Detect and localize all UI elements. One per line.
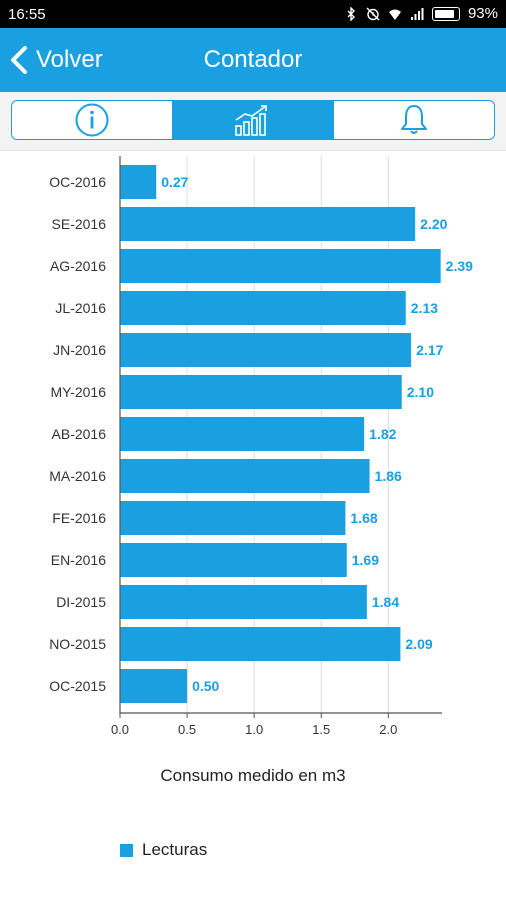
bar <box>120 249 441 283</box>
bar-value-label: 1.68 <box>350 510 377 526</box>
bar <box>120 375 402 409</box>
bar-value-label: 2.20 <box>420 216 447 232</box>
info-icon <box>75 103 109 137</box>
x-tick-label: 2.0 <box>379 722 397 737</box>
chart-icon <box>235 105 267 136</box>
battery-icon <box>431 6 460 21</box>
y-category-label: NO-2015 <box>49 636 106 652</box>
y-category-label: MY-2016 <box>50 384 106 400</box>
segmented-tabs <box>11 100 495 140</box>
tab-bar <box>0 92 506 151</box>
bar <box>120 627 401 661</box>
tab-alerts[interactable] <box>333 101 494 139</box>
bar-value-label: 2.09 <box>405 636 432 652</box>
alarm-off-icon <box>366 7 380 20</box>
bar-value-label: 1.69 <box>352 552 379 568</box>
y-category-label: OC-2016 <box>49 174 106 190</box>
y-category-label: OC-2015 <box>49 678 106 694</box>
x-tick-label: 0.5 <box>178 722 196 737</box>
bar <box>120 585 367 619</box>
legend-label: Lecturas <box>142 840 208 859</box>
bar <box>120 291 406 325</box>
x-axis-title: Consumo medido en m3 <box>160 766 346 785</box>
tab-chart[interactable] <box>172 101 333 139</box>
y-category-label: JL-2016 <box>55 300 106 316</box>
bar-value-label: 2.13 <box>411 300 438 316</box>
bar-value-label: 0.50 <box>192 678 219 694</box>
y-category-label: JN-2016 <box>53 342 106 358</box>
bar <box>120 501 346 535</box>
y-category-label: AB-2016 <box>52 426 107 442</box>
battery-percent: 93% <box>467 5 498 22</box>
x-tick-label: 1.5 <box>312 722 330 737</box>
back-label: Volver <box>36 46 103 73</box>
legend-swatch <box>120 843 133 857</box>
tab-info[interactable] <box>12 101 172 139</box>
bar-value-label: 1.84 <box>372 594 399 610</box>
x-tick-label: 1.0 <box>245 722 263 737</box>
y-category-label: EN-2016 <box>51 552 106 568</box>
chart-legend: Lecturas <box>120 840 207 860</box>
bar <box>120 207 416 241</box>
bar-chart: 0.0 0.5 1.0 1.5 2.0 OC-2016 0.27 SE-2016 2.20 AG-… <box>49 156 473 737</box>
back-button[interactable]: Volver <box>8 28 103 92</box>
status-bar: 16:55 93% <box>0 0 506 28</box>
signal-icon <box>410 7 424 20</box>
bar-value-label: 2.10 <box>407 384 434 400</box>
bluetooth-icon <box>347 6 355 21</box>
bar-value-label: 2.39 <box>446 258 473 274</box>
bar-value-label: 1.86 <box>375 468 402 484</box>
bar-value-label: 0.27 <box>161 174 188 190</box>
x-tick-label: 0.0 <box>111 722 129 737</box>
bar <box>120 543 347 577</box>
bar-value-label: 2.17 <box>416 342 443 358</box>
bar <box>120 333 412 367</box>
status-time: 16:55 <box>8 6 46 23</box>
bar <box>120 165 157 199</box>
wifi-icon <box>388 9 401 20</box>
app-bar: Contador Volver <box>0 28 506 92</box>
y-category-label: MA-2016 <box>49 468 106 484</box>
page-title: Contador <box>203 46 303 73</box>
bar-value-label: 1.82 <box>369 426 396 442</box>
bell-icon <box>401 105 427 134</box>
bar <box>120 417 365 451</box>
y-category-label: FE-2016 <box>52 510 106 526</box>
y-category-label: AG-2016 <box>50 258 106 274</box>
y-category-label: SE-2016 <box>52 216 107 232</box>
bar <box>120 459 370 493</box>
bar <box>120 669 188 703</box>
status-icons: 93% <box>344 5 498 22</box>
chevron-left-icon <box>11 46 27 74</box>
y-category-label: DI-2015 <box>56 594 106 610</box>
